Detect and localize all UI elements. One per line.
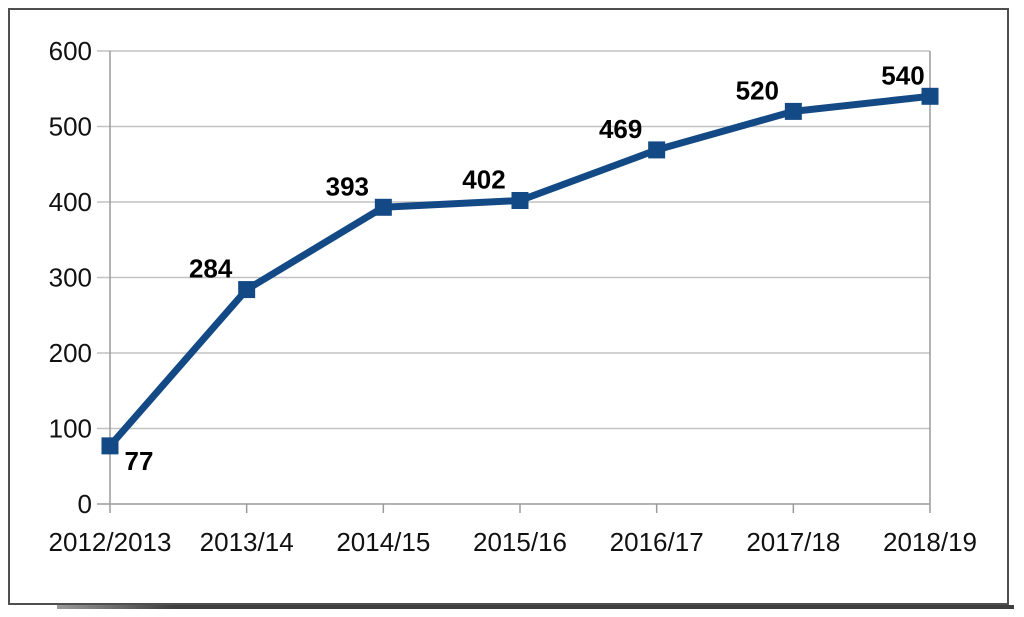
data-point-label: 402 <box>462 164 505 194</box>
data-point-marker <box>784 102 802 120</box>
x-axis-tick-label: 2012/2013 <box>49 527 172 557</box>
data-point-label: 77 <box>125 446 154 476</box>
data-point-marker <box>648 141 666 159</box>
data-point-marker <box>374 198 392 216</box>
y-axis-tick-label: 0 <box>78 489 92 519</box>
data-series-line <box>107 92 931 449</box>
x-axis-tick-label: 2017/18 <box>746 527 840 557</box>
scan-shadow-line <box>57 605 1014 609</box>
x-axis-tick-label: 2018/19 <box>883 527 977 557</box>
labels-layer: 0 100 200 300 400 500 600 2012/2013 2013/14 2014/… <box>49 36 977 557</box>
x-axis-tick-label: 2013/14 <box>200 527 294 557</box>
data-point-label: 393 <box>326 171 369 201</box>
y-axis-tick-label: 200 <box>49 338 92 368</box>
data-point-label: 520 <box>736 75 779 105</box>
data-series-layer <box>101 87 939 455</box>
data-point-label: 540 <box>881 60 924 90</box>
data-point-label: 469 <box>599 114 642 144</box>
axes-layer <box>109 51 931 513</box>
data-point-marker <box>511 191 529 209</box>
data-point-label: 284 <box>189 254 233 284</box>
gridlines-layer <box>97 50 930 505</box>
x-axis-tick-label: 2015/16 <box>473 527 567 557</box>
x-axis-tick-label: 2014/15 <box>336 527 430 557</box>
data-point-marker <box>921 87 939 105</box>
x-axis-tick-label: 2016/17 <box>610 527 704 557</box>
data-point-marker <box>238 281 256 299</box>
y-axis-tick-label: 500 <box>49 112 92 142</box>
y-axis-tick-label: 300 <box>49 263 92 293</box>
y-axis-tick-label: 100 <box>49 414 92 444</box>
y-axis-tick-label: 400 <box>49 187 92 217</box>
data-point-marker <box>101 437 119 455</box>
y-axis-tick-label: 600 <box>49 36 92 66</box>
